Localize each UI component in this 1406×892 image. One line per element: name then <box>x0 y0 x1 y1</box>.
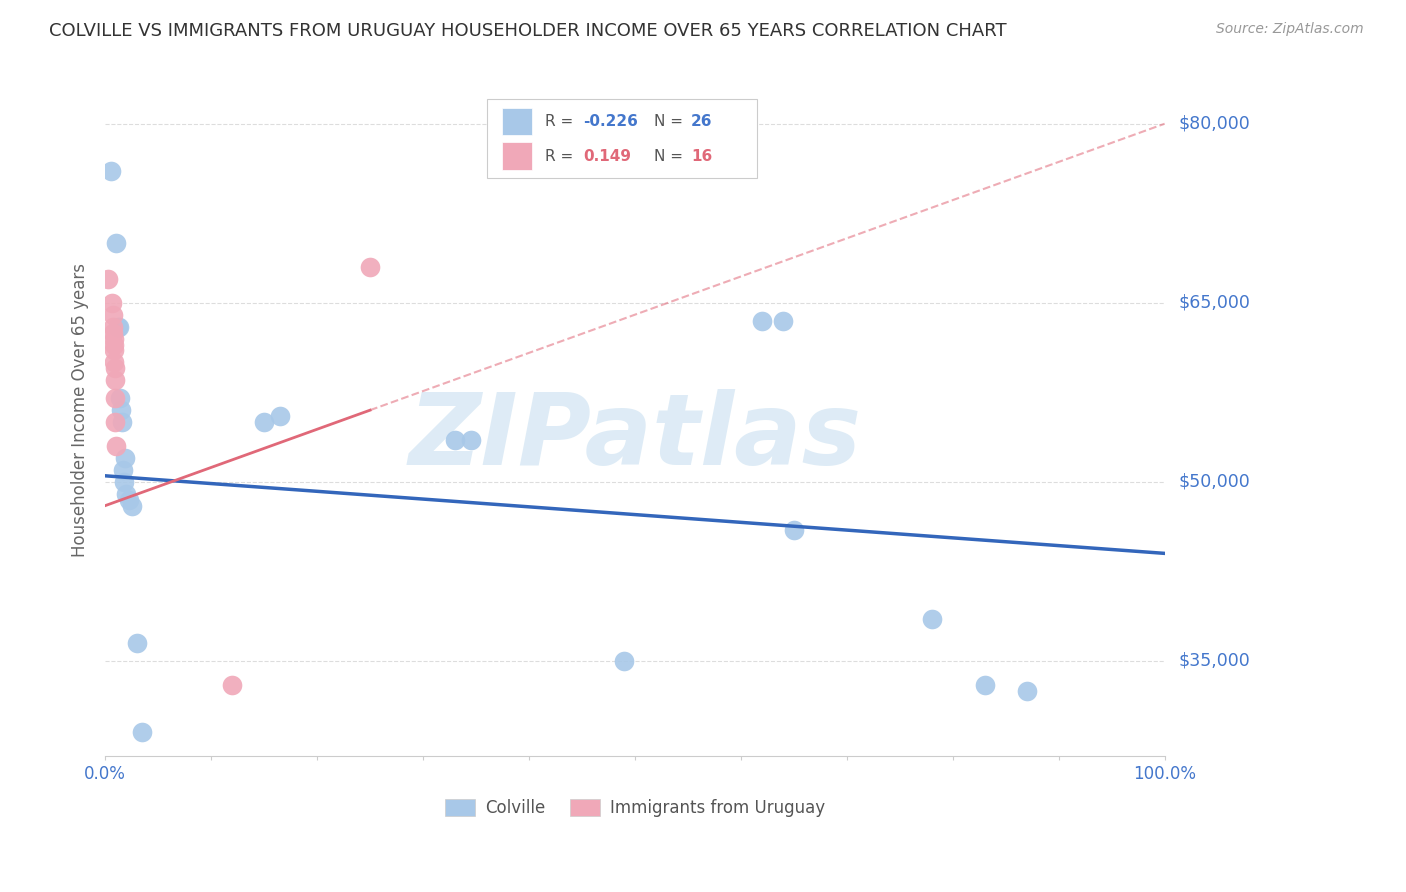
Point <box>443 433 465 447</box>
Point <box>100 164 122 178</box>
Point <box>97 272 120 286</box>
Legend: Colville, Immigrants from Uruguay: Colville, Immigrants from Uruguay <box>439 793 832 824</box>
Point <box>101 326 124 340</box>
Point <box>111 415 134 429</box>
Point <box>114 450 136 465</box>
Text: 26: 26 <box>692 114 713 129</box>
Point <box>107 319 129 334</box>
Text: $65,000: $65,000 <box>1178 293 1250 311</box>
Point <box>108 391 131 405</box>
Point <box>460 433 482 447</box>
Text: R =: R = <box>546 149 578 163</box>
Text: $80,000: $80,000 <box>1178 115 1250 133</box>
Point <box>103 355 125 369</box>
Text: $35,000: $35,000 <box>1178 652 1250 670</box>
Point <box>1015 683 1038 698</box>
Point <box>101 319 124 334</box>
Point <box>103 337 125 351</box>
Point <box>131 725 153 739</box>
Point <box>104 361 127 376</box>
Point <box>112 463 135 477</box>
Point <box>101 308 124 322</box>
Point <box>121 499 143 513</box>
Point <box>115 486 138 500</box>
Point <box>359 260 381 274</box>
Point <box>112 475 135 489</box>
Point <box>783 523 806 537</box>
Point <box>104 391 127 405</box>
FancyBboxPatch shape <box>486 99 756 178</box>
Bar <box>502 143 531 170</box>
Point <box>125 636 148 650</box>
Text: N =: N = <box>654 149 688 163</box>
Point <box>110 403 132 417</box>
Point <box>117 492 139 507</box>
Text: -0.226: -0.226 <box>583 114 638 129</box>
Point <box>103 332 125 346</box>
Text: COLVILLE VS IMMIGRANTS FROM URUGUAY HOUSEHOLDER INCOME OVER 65 YEARS CORRELATION: COLVILLE VS IMMIGRANTS FROM URUGUAY HOUS… <box>49 22 1007 40</box>
Text: R =: R = <box>546 114 578 129</box>
Point <box>100 295 122 310</box>
Point <box>973 678 995 692</box>
Point <box>104 236 127 251</box>
Point <box>108 319 131 334</box>
Point <box>269 409 291 424</box>
Point <box>103 343 125 358</box>
Point <box>921 612 943 626</box>
Point <box>613 654 636 668</box>
Point <box>104 439 127 453</box>
Point <box>104 373 127 387</box>
Bar <box>502 108 531 136</box>
Text: ZIPatlas: ZIPatlas <box>408 389 862 486</box>
Point <box>221 678 243 692</box>
Text: 16: 16 <box>692 149 713 163</box>
Point <box>104 415 127 429</box>
Text: $50,000: $50,000 <box>1178 473 1250 491</box>
Text: Source: ZipAtlas.com: Source: ZipAtlas.com <box>1216 22 1364 37</box>
Y-axis label: Householder Income Over 65 years: Householder Income Over 65 years <box>72 263 89 558</box>
Text: 0.149: 0.149 <box>583 149 631 163</box>
Point <box>751 313 773 327</box>
Point <box>772 313 794 327</box>
Point <box>253 415 276 429</box>
Text: N =: N = <box>654 114 688 129</box>
